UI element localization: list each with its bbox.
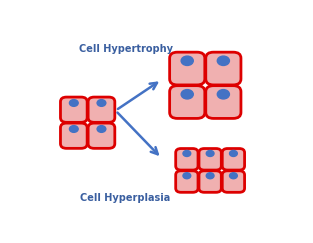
Circle shape [229,150,237,156]
Circle shape [97,100,106,106]
FancyBboxPatch shape [170,52,205,85]
FancyBboxPatch shape [170,86,205,118]
Circle shape [206,173,214,179]
Text: Cell Hyperplasia: Cell Hyperplasia [80,193,170,203]
Circle shape [69,126,78,132]
FancyBboxPatch shape [176,171,198,192]
FancyBboxPatch shape [222,171,244,192]
Circle shape [97,126,106,132]
FancyBboxPatch shape [60,123,87,148]
Circle shape [183,150,191,156]
FancyBboxPatch shape [206,86,241,118]
FancyBboxPatch shape [206,52,241,85]
Circle shape [217,56,229,65]
Circle shape [183,173,191,179]
Circle shape [206,150,214,156]
FancyBboxPatch shape [88,123,115,148]
FancyBboxPatch shape [199,148,221,170]
Circle shape [181,56,193,65]
FancyBboxPatch shape [222,148,244,170]
Circle shape [229,173,237,179]
Circle shape [217,90,229,99]
Circle shape [181,90,193,99]
Text: Cell Hypertrophy: Cell Hypertrophy [80,44,173,54]
Circle shape [69,100,78,106]
FancyBboxPatch shape [60,97,87,122]
FancyBboxPatch shape [176,148,198,170]
FancyBboxPatch shape [88,97,115,122]
FancyBboxPatch shape [199,171,221,192]
